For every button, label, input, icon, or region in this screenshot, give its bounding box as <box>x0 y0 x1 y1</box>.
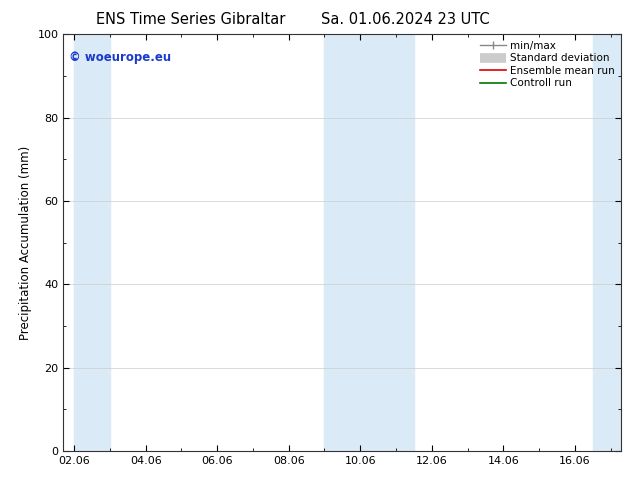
Bar <box>325 34 414 451</box>
Text: ENS Time Series Gibraltar: ENS Time Series Gibraltar <box>96 12 285 27</box>
Text: Sa. 01.06.2024 23 UTC: Sa. 01.06.2024 23 UTC <box>321 12 490 27</box>
Y-axis label: Precipitation Accumulation (mm): Precipitation Accumulation (mm) <box>19 146 32 340</box>
Bar <box>593 34 621 451</box>
Legend: min/max, Standard deviation, Ensemble mean run, Controll run: min/max, Standard deviation, Ensemble me… <box>476 36 619 93</box>
Bar <box>74 34 110 451</box>
Text: © woeurope.eu: © woeurope.eu <box>69 51 171 64</box>
